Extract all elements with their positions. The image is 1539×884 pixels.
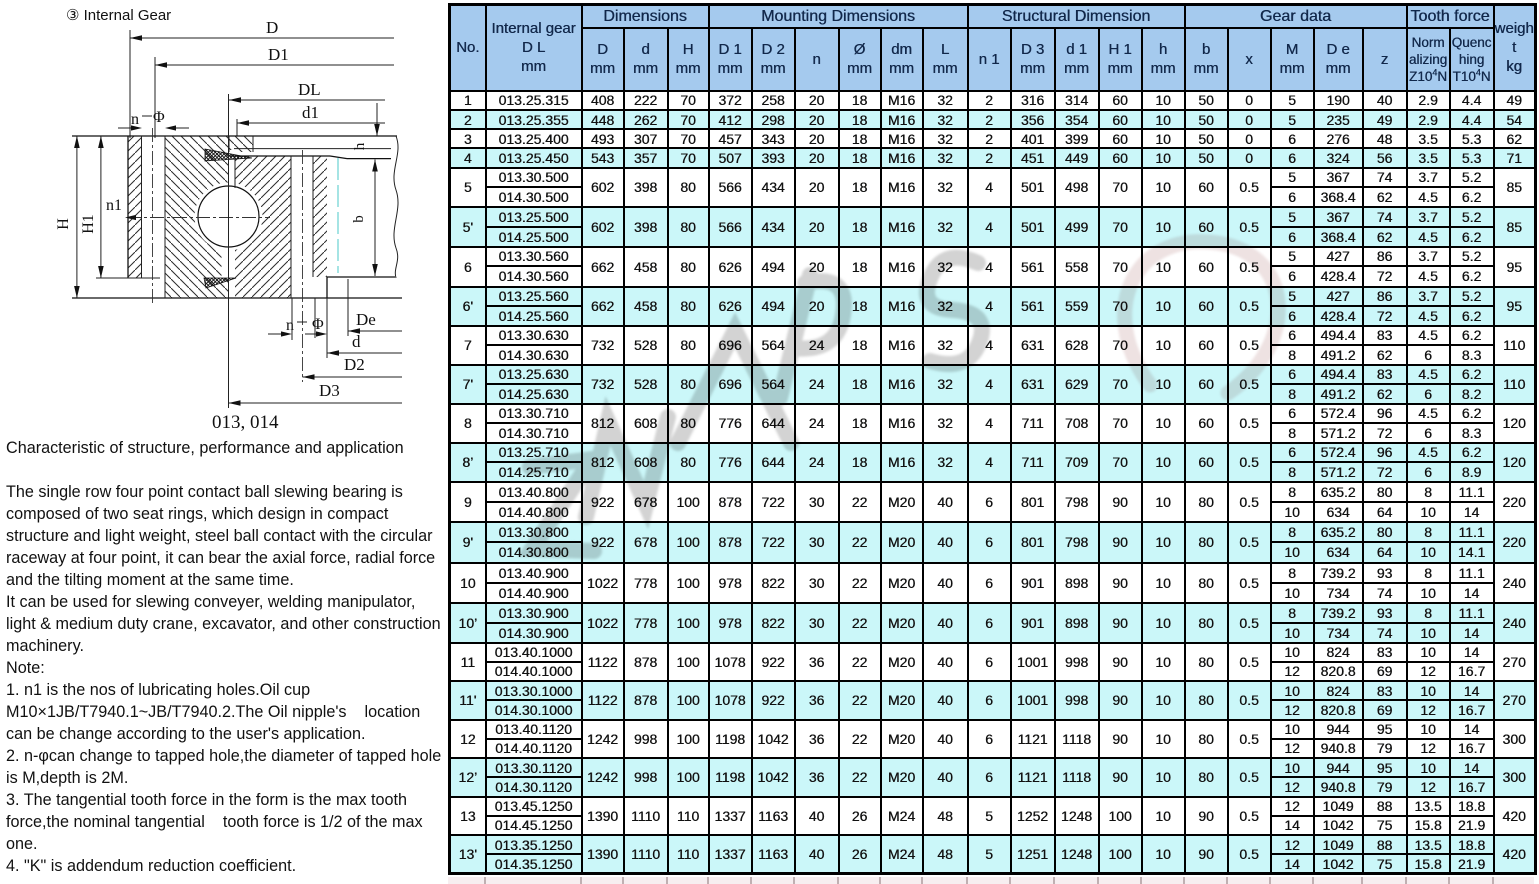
svg-text:013, 014: 013, 014 [212, 412, 279, 433]
svg-text:d: d [352, 332, 361, 351]
svg-text:d1: d1 [302, 103, 319, 122]
svg-text:Φ: Φ [312, 316, 324, 333]
svg-text:Φ: Φ [153, 109, 165, 126]
svg-text:D: D [266, 18, 278, 37]
svg-text:n: n [286, 317, 294, 334]
svg-text:H: H [55, 218, 72, 230]
svg-text:h: h [352, 142, 368, 150]
svg-text:De: De [356, 310, 376, 329]
svg-text:D1: D1 [268, 45, 289, 64]
svg-text:H1: H1 [80, 214, 97, 234]
svg-text:n1: n1 [106, 197, 122, 214]
svg-text:D3: D3 [319, 381, 340, 400]
svg-text:n: n [131, 111, 139, 128]
svg-text:③ Internal Gear: ③ Internal Gear [66, 7, 171, 24]
svg-text:D2: D2 [344, 355, 365, 374]
svg-text:DL: DL [298, 80, 321, 99]
svg-text:b: b [351, 215, 367, 223]
